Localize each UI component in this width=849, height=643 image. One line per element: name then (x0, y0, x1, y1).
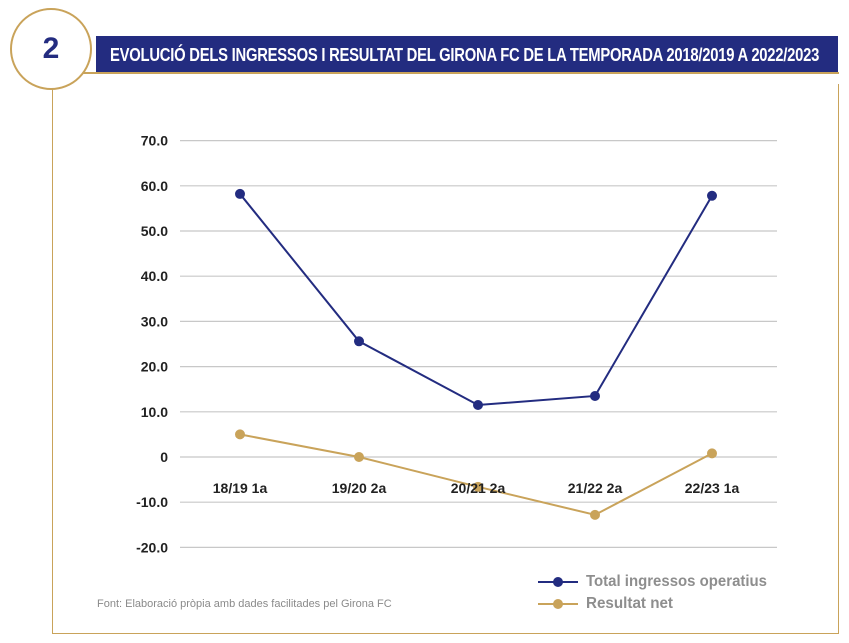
data-point (590, 509, 600, 520)
y-tick-label: 20.0 (141, 359, 168, 375)
source-note: Font: Elaboració pròpia amb dades facili… (97, 598, 392, 610)
x-axis-labels: 18/19 1a 19/20 2a 20/21 2a 21/22 2a 22/23 1a (213, 480, 740, 496)
legend: Total ingressos operatius Resultat net (538, 573, 767, 612)
x-tick-label: 21/22 2a (568, 480, 623, 496)
series-line (239, 193, 713, 407)
grid-lines (180, 140, 777, 549)
x-tick-label: 19/20 2a (332, 480, 387, 496)
x-tick-label: 18/19 1a (213, 480, 268, 496)
y-tick-label: 30.0 (141, 313, 168, 329)
data-point (235, 429, 245, 440)
series-lines (235, 188, 717, 520)
y-tick-label: 0 (160, 449, 168, 465)
data-point (473, 481, 483, 492)
y-tick-label: -20.0 (136, 539, 168, 555)
chart-frame (52, 84, 839, 634)
legend-marker (553, 599, 563, 609)
chart-title: EVOLUCIÓ DELS INGRESSOS I RESULTAT DEL G… (110, 44, 820, 65)
y-tick-label: 10.0 (141, 404, 168, 420)
data-point (707, 448, 717, 459)
legend-marker (553, 577, 563, 587)
y-tick-label: 60.0 (141, 178, 168, 194)
header-underline (80, 72, 839, 74)
x-tick-label: 22/23 1a (685, 480, 740, 496)
data-point (354, 452, 364, 462)
data-point (590, 390, 600, 401)
y-axis-ticks: 70.0 60.0 50.0 40.0 30.0 20.0 10.0 0 -10.0 -20.0 (136, 133, 168, 556)
data-point (473, 400, 483, 411)
figure-number-badge: 2 (10, 8, 92, 90)
y-tick-label: -10.0 (136, 494, 168, 510)
legend-label: Resultat net (586, 595, 674, 612)
y-tick-label: 40.0 (141, 268, 168, 284)
figure-number: 2 (42, 32, 60, 65)
y-tick-label: 50.0 (141, 223, 168, 239)
legend-label: Total ingressos operatius (586, 573, 767, 590)
y-tick-label: 70.0 (141, 133, 168, 149)
data-point (354, 336, 364, 347)
data-point (235, 188, 245, 199)
x-tick-label: 20/21 2a (451, 480, 506, 496)
data-point (707, 190, 717, 201)
header-bar (96, 36, 838, 72)
